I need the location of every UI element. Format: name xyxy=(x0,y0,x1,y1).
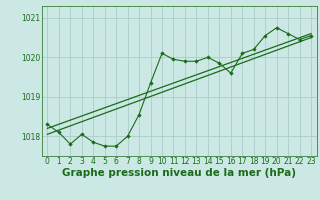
X-axis label: Graphe pression niveau de la mer (hPa): Graphe pression niveau de la mer (hPa) xyxy=(62,168,296,178)
